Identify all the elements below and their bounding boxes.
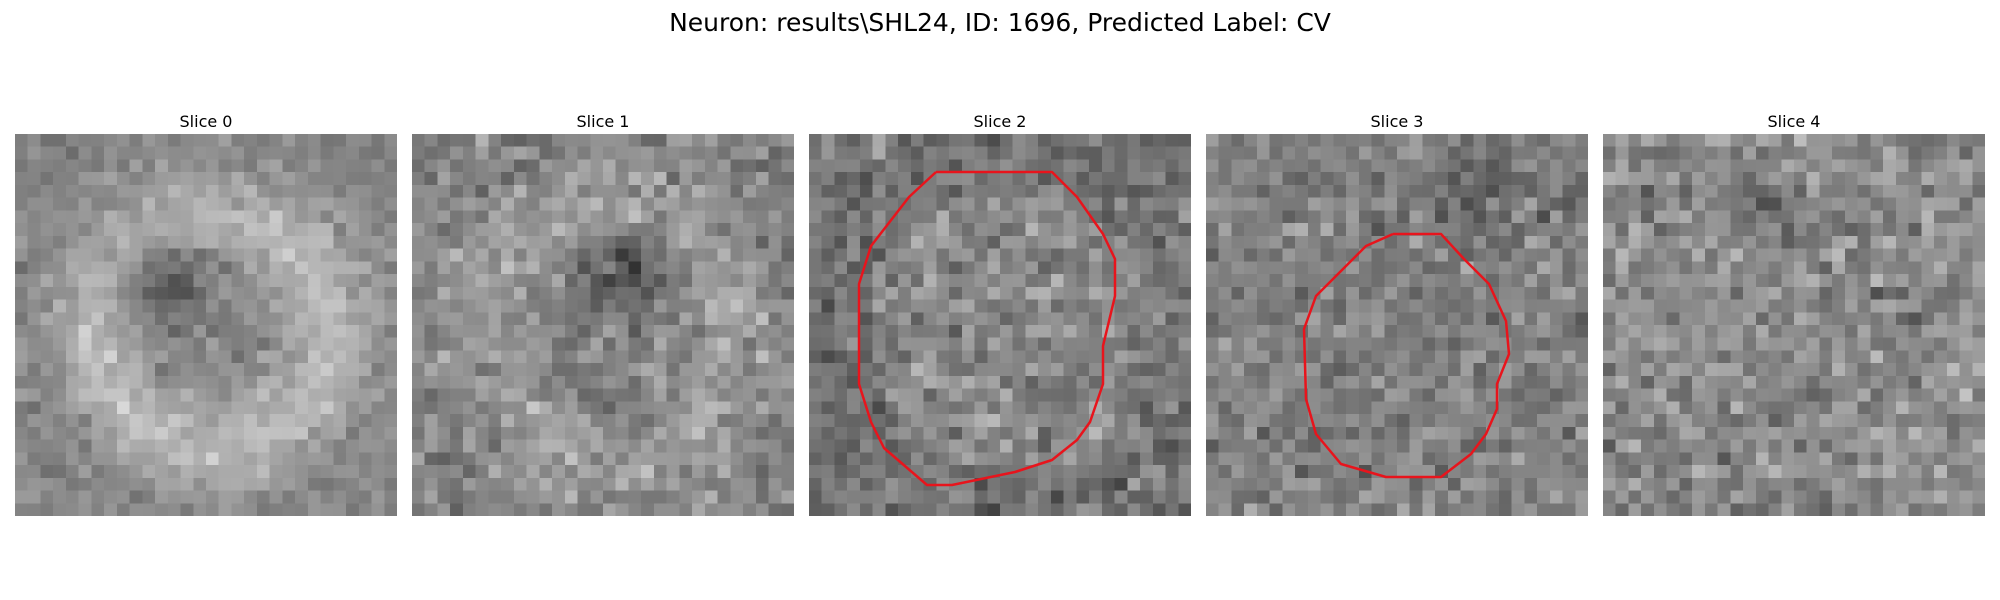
slice-panel-2: Slice 2 (809, 112, 1191, 516)
slice-image (15, 134, 397, 516)
slice-title: Slice 0 (179, 112, 233, 131)
slice-image (1206, 134, 1588, 516)
slice-panel-3: Slice 3 (1206, 112, 1588, 516)
slice-title: Slice 2 (973, 112, 1027, 131)
figure-title: Neuron: results\SHL24, ID: 1696, Predict… (669, 8, 1331, 37)
cell-contour-overlay (1302, 232, 1511, 479)
slice-image (1603, 134, 1985, 516)
slice-panel-0: Slice 0 (15, 112, 397, 516)
slice-title: Slice 3 (1370, 112, 1424, 131)
slice-title: Slice 4 (1767, 112, 1821, 131)
slice-title: Slice 1 (576, 112, 630, 131)
slice-panel-1: Slice 1 (412, 112, 794, 516)
slice-panel-4: Slice 4 (1603, 112, 1985, 516)
cell-contour (857, 170, 1117, 487)
cell-contour (1302, 232, 1511, 479)
cell-contour-overlay (857, 170, 1117, 487)
slice-image (412, 134, 794, 516)
slice-image (809, 134, 1191, 516)
